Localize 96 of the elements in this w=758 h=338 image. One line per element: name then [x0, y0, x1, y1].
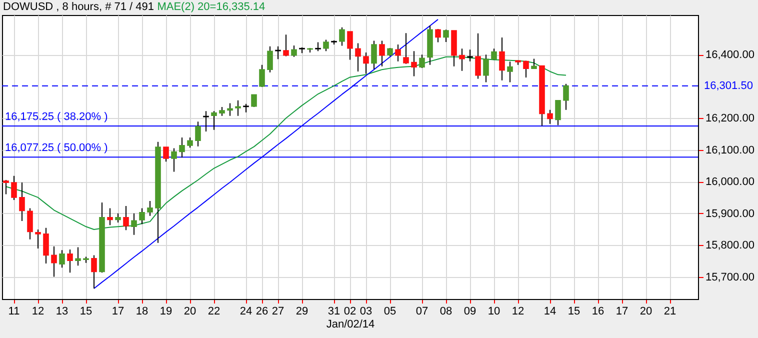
candlestick [371, 40, 377, 70]
x-tick-label: 02 [344, 306, 356, 318]
candlestick [411, 50, 417, 77]
ref-line-label: 16,077.25 ( 50.00% ) [5, 142, 108, 154]
candlestick [43, 227, 49, 264]
y-tick-label: 16,000.00 [706, 176, 754, 188]
candlestick [107, 208, 113, 226]
candlestick [27, 208, 33, 240]
candlestick [187, 136, 193, 148]
y-tick-label: 16,100.00 [706, 144, 754, 156]
x-tick-label: 12 [512, 306, 524, 318]
y-tick-label: 16,400.00 [706, 49, 754, 62]
x-tick-label: 19 [160, 306, 172, 318]
x-tick-label: 26 [256, 306, 268, 318]
candlestick [507, 61, 513, 83]
x-tick-label: 05 [384, 306, 396, 318]
x-tick-label: 08 [440, 306, 452, 318]
candlestick [443, 29, 449, 42]
candlestick [435, 28, 441, 43]
candlestick [395, 44, 401, 62]
candlestick [91, 254, 97, 290]
x-tick-label: 27 [272, 306, 284, 318]
candlestick [259, 64, 265, 88]
candlestick [459, 48, 465, 72]
ref-line-label: 16,175.25 ( 38.20% ) [5, 110, 108, 123]
candlestick [563, 83, 569, 110]
x-tick-label: 17 [616, 306, 628, 318]
candlestick [323, 39, 329, 52]
y-tick-label: 16,200.00 [706, 112, 754, 125]
x-tick-label: 15 [80, 306, 92, 318]
candlestick [51, 246, 57, 278]
x-tick-label: 10 [488, 306, 500, 318]
candlestick [115, 212, 121, 224]
x-tick-label: 12 [32, 306, 44, 318]
candlestick [275, 46, 281, 60]
candlestick [211, 110, 217, 130]
candlestick [467, 49, 473, 62]
candlestick [131, 212, 137, 236]
candlestick [179, 136, 185, 158]
candlestick [19, 182, 25, 222]
candlestick [403, 32, 409, 64]
candlestick [67, 249, 73, 274]
x-tick-label: 14 [544, 306, 556, 318]
x-tick-label: 16 [592, 306, 604, 318]
candlestick [379, 40, 385, 67]
candlestick [267, 46, 273, 73]
y-tick-label: 15,700.00 [706, 271, 754, 284]
x-tick-label: 20 [184, 306, 196, 318]
candlestick [251, 94, 257, 108]
candlestick [11, 175, 17, 200]
x-tick-label: 21 [664, 306, 676, 318]
y-tick-label: 15,800.00 [706, 240, 754, 252]
candlestick [147, 200, 153, 216]
candlestick [171, 148, 177, 172]
candlestick [483, 54, 489, 83]
candlestick [547, 109, 553, 124]
x-tick-label: 15 [568, 306, 580, 318]
candlestick [195, 121, 201, 147]
candlestick [419, 54, 425, 68]
candlestick [35, 229, 41, 250]
y-tick-label: 15,900.00 [706, 208, 754, 220]
x-tick-label: 20 [640, 306, 652, 318]
text: MAE(2) 20=16,335.14 [157, 1, 266, 13]
ref-line-label: 16,301.50 [704, 80, 753, 92]
x-tick-label: 13 [56, 306, 68, 318]
x-tick-label: 29 [296, 306, 308, 318]
candlestick [339, 26, 345, 46]
candlestick [139, 208, 145, 225]
x-tick-label: 22 [208, 306, 220, 318]
x-tick-label: 24 [240, 306, 252, 318]
candlestick [123, 206, 129, 231]
x-tick-label: 18 [136, 306, 148, 318]
candlestick [523, 60, 529, 78]
candlestick [531, 58, 537, 70]
candlestick [59, 250, 65, 268]
candlestick [75, 246, 81, 266]
x-tick-label: 03 [360, 306, 372, 318]
candlestick [499, 37, 505, 81]
candlestick [555, 100, 561, 126]
x-tick-label: 09 [464, 306, 476, 318]
candlestick [291, 44, 297, 58]
candlestick [227, 102, 233, 116]
chart-title: DOWUSD , 8 hours, # 71 / 491 [3, 1, 154, 13]
candlestick [203, 110, 209, 132]
candlestick [235, 100, 241, 116]
candlestick [363, 52, 369, 74]
candlestick [163, 146, 169, 162]
candlestick [283, 34, 289, 57]
x-tick-label: 17 [112, 306, 124, 318]
x-tick-label: 11 [8, 306, 20, 318]
x-tick-label: 07 [416, 306, 428, 318]
candlestick [475, 32, 481, 80]
x-tick-label: 31 [328, 306, 340, 318]
candlestick [347, 31, 353, 60]
candlestick [355, 42, 361, 72]
x-axis-title: Jan/02/14 [326, 318, 375, 330]
